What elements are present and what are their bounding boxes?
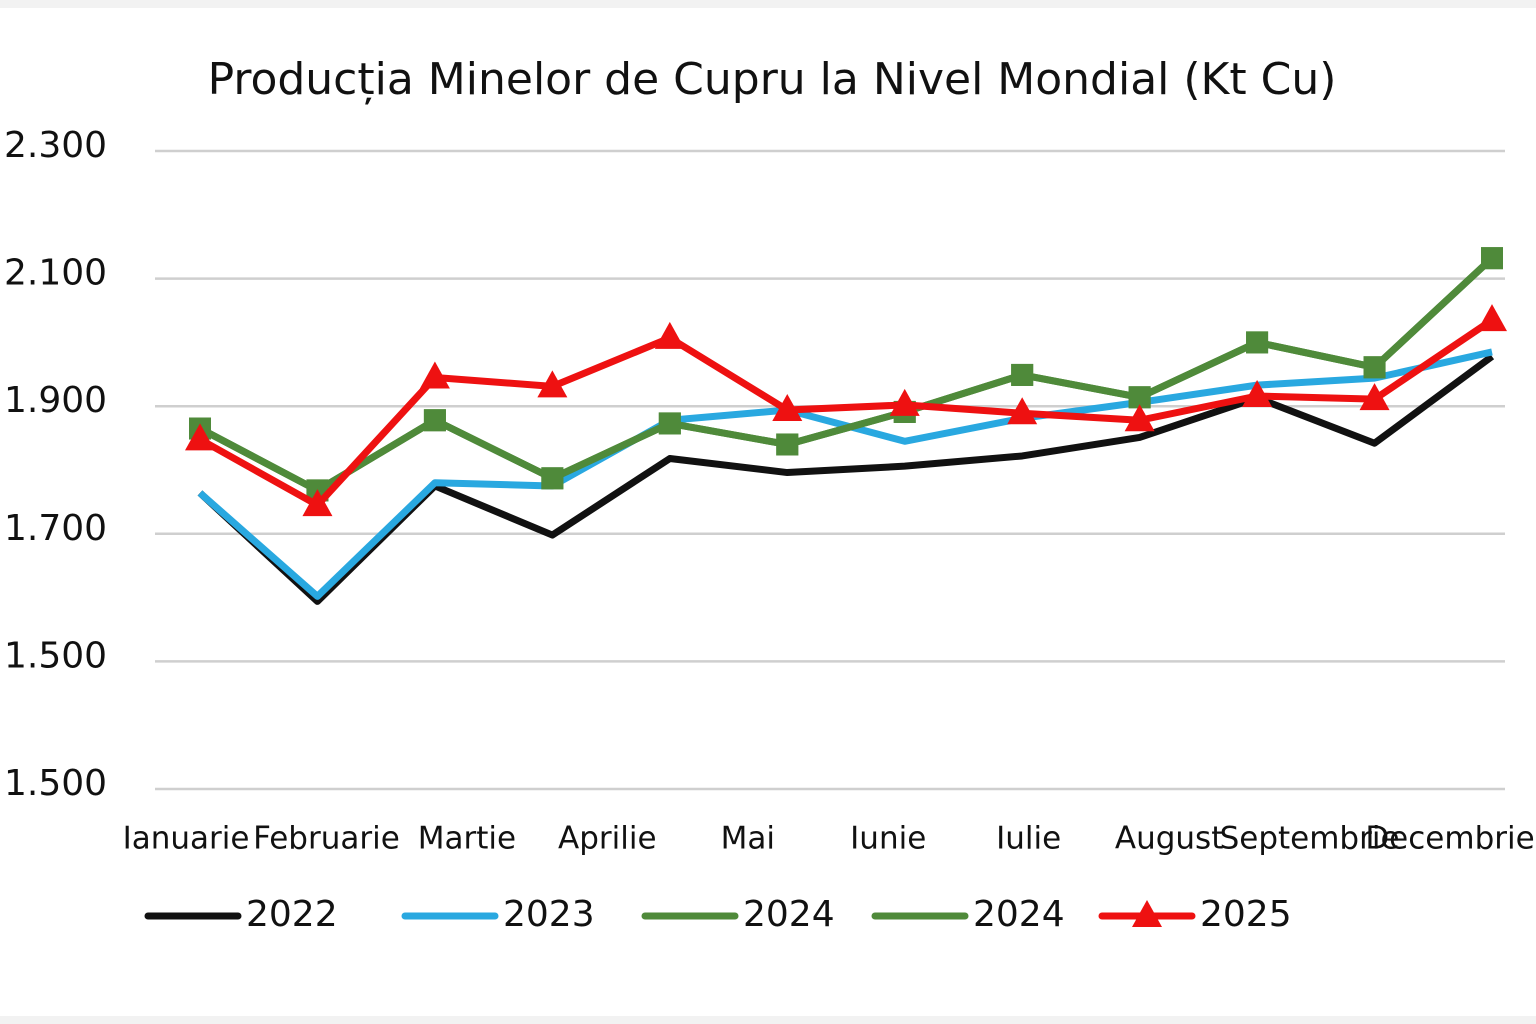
y-tick-label: 1.900: [4, 380, 107, 421]
x-tick-label: Februarie: [253, 821, 400, 857]
marker: [1011, 363, 1034, 386]
marker: [889, 388, 920, 416]
y-tick-label: 2.100: [4, 253, 107, 294]
marker: [423, 409, 446, 432]
legend-label: 2024: [973, 894, 1065, 935]
marker: [1246, 331, 1269, 354]
x-tick-label: Aprilie: [558, 821, 657, 857]
marker: [419, 361, 450, 389]
legend-marker: [1132, 900, 1162, 927]
y-tick-label: 1.500: [4, 635, 107, 676]
background: [0, 8, 1536, 1016]
marker: [1363, 356, 1386, 379]
chart-title: Producția Minelor de Cupru la Nivel Mond…: [208, 54, 1337, 105]
marker: [772, 394, 803, 422]
marker: [1128, 386, 1151, 409]
legend-label: 2025: [1200, 894, 1292, 935]
marker: [302, 489, 333, 517]
marker: [185, 423, 215, 451]
marker: [654, 321, 685, 349]
marker: [776, 433, 799, 456]
legend-label: 2024: [743, 894, 835, 935]
legend-label: 2023: [503, 894, 595, 935]
y-tick-label: 2.300: [4, 125, 107, 166]
y-tick-label: 1.500: [4, 763, 107, 804]
marker: [537, 370, 568, 398]
y-tick-label: 1.700: [4, 508, 107, 549]
x-tick-label: Mai: [721, 821, 775, 857]
marker: [1481, 247, 1503, 270]
x-tick-label: Iulie: [996, 821, 1061, 857]
marker: [541, 467, 564, 490]
x-tick-label: Ianuarie: [123, 821, 250, 857]
x-tick-label: August: [1115, 821, 1224, 857]
marker: [1124, 404, 1155, 432]
series-line: [198, 317, 1494, 509]
x-tick-label: Iunie: [850, 821, 926, 857]
marker: [1359, 383, 1390, 411]
series-line: [198, 255, 1495, 494]
x-tick-label: Decembrie: [1365, 821, 1534, 857]
x-tick-label: Septembrie: [1220, 821, 1400, 857]
marker: [658, 412, 681, 435]
marker: [1242, 379, 1273, 407]
legend-label: 2022: [246, 894, 338, 935]
x-tick-label: Martie: [418, 821, 516, 857]
marker: [1477, 304, 1507, 332]
marker: [1007, 397, 1038, 425]
